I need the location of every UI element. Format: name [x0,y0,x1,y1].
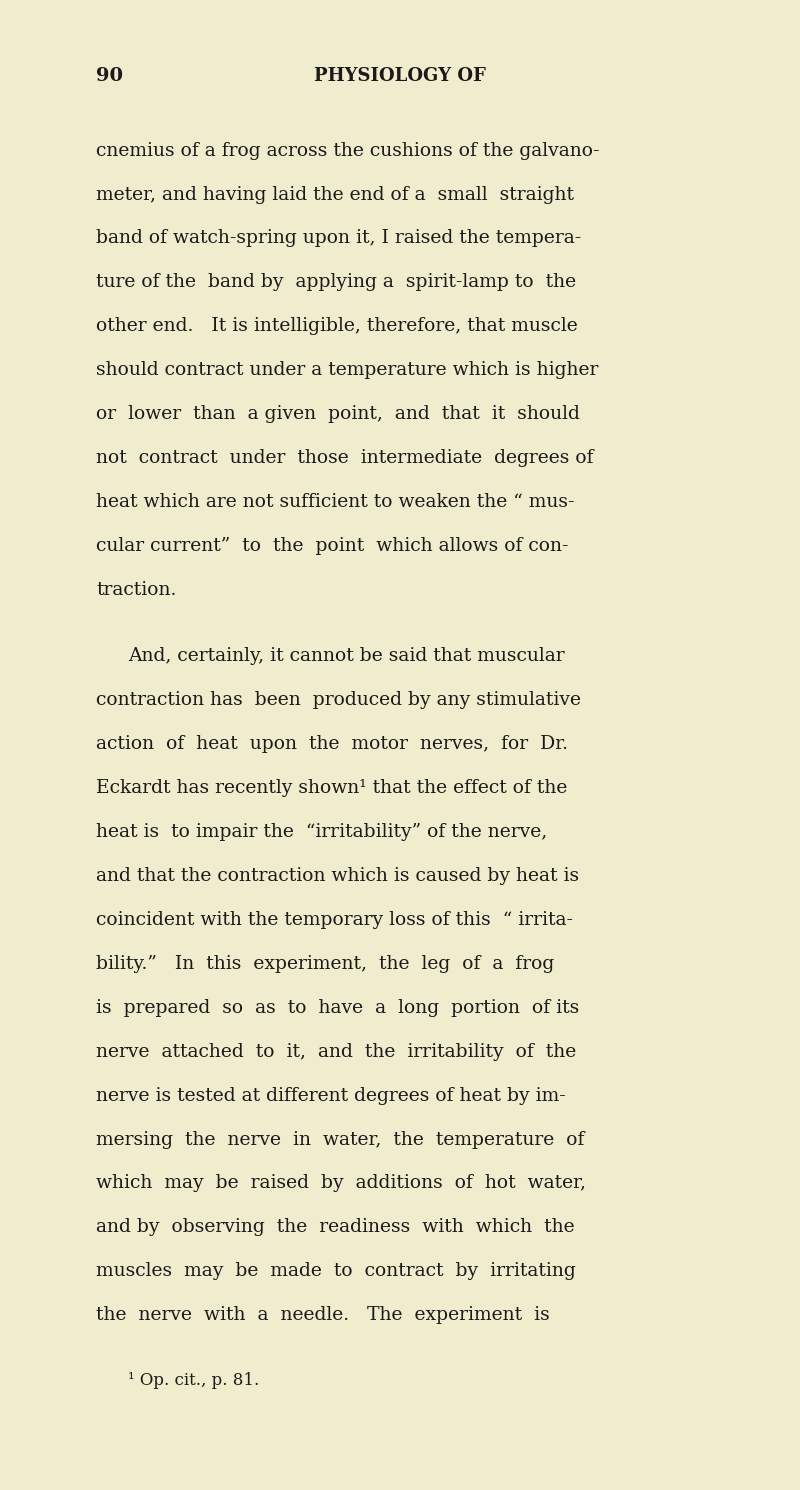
Text: meter, and having laid the end of a  small  straight: meter, and having laid the end of a smal… [96,186,574,204]
Text: contraction has  been  produced by any stimulative: contraction has been produced by any sti… [96,691,581,709]
Text: cnemius of a frog across the cushions of the galvano-: cnemius of a frog across the cushions of… [96,142,599,159]
Text: muscles  may  be  made  to  contract  by  irritating: muscles may be made to contract by irrit… [96,1262,576,1280]
Text: 90: 90 [96,67,123,85]
Text: the  nerve  with  a  needle.   The  experiment  is: the nerve with a needle. The experiment … [96,1307,550,1325]
Text: And, certainly, it cannot be said that muscular: And, certainly, it cannot be said that m… [128,647,565,665]
Text: cular current”  to  the  point  which allows of con-: cular current” to the point which allows… [96,536,569,556]
Text: should contract under a temperature which is higher: should contract under a temperature whic… [96,361,598,380]
Text: ture of the  band by  applying a  spirit-lamp to  the: ture of the band by applying a spirit-la… [96,274,576,292]
Text: heat which are not sufficient to weaken the “ mus-: heat which are not sufficient to weaken … [96,493,574,511]
Text: and by  observing  the  readiness  with  which  the: and by observing the readiness with whic… [96,1219,574,1237]
Text: is  prepared  so  as  to  have  a  long  portion  of its: is prepared so as to have a long portion… [96,998,579,1016]
Text: PHYSIOLOGY OF: PHYSIOLOGY OF [314,67,486,85]
Text: other end.   It is intelligible, therefore, that muscle: other end. It is intelligible, therefore… [96,317,578,335]
Text: traction.: traction. [96,581,176,599]
Text: bility.”   In  this  experiment,  the  leg  of  a  frog: bility.” In this experiment, the leg of … [96,955,554,973]
Text: which  may  be  raised  by  additions  of  hot  water,: which may be raised by additions of hot … [96,1174,586,1192]
Text: action  of  heat  upon  the  motor  nerves,  for  Dr.: action of heat upon the motor nerves, fo… [96,735,568,752]
Text: coincident with the temporary loss of this  “ irrita-: coincident with the temporary loss of th… [96,910,573,928]
Text: not  contract  under  those  intermediate  degrees of: not contract under those intermediate de… [96,450,594,468]
Text: Eckardt has recently shown¹ that the effect of the: Eckardt has recently shown¹ that the eff… [96,779,567,797]
Text: and that the contraction which is caused by heat is: and that the contraction which is caused… [96,867,579,885]
Text: or  lower  than  a given  point,  and  that  it  should: or lower than a given point, and that it… [96,405,580,423]
Text: nerve  attached  to  it,  and  the  irritability  of  the: nerve attached to it, and the irritabili… [96,1043,576,1061]
Text: nerve is tested at different degrees of heat by im-: nerve is tested at different degrees of … [96,1086,566,1104]
Text: mersing  the  nerve  in  water,  the  temperature  of: mersing the nerve in water, the temperat… [96,1131,584,1149]
Text: ¹ Op. cit., p. 81.: ¹ Op. cit., p. 81. [128,1372,259,1389]
Text: band of watch-spring upon it, I raised the tempera-: band of watch-spring upon it, I raised t… [96,229,582,247]
Text: heat is  to impair the  “irritability” of the nerve,: heat is to impair the “irritability” of … [96,822,547,840]
